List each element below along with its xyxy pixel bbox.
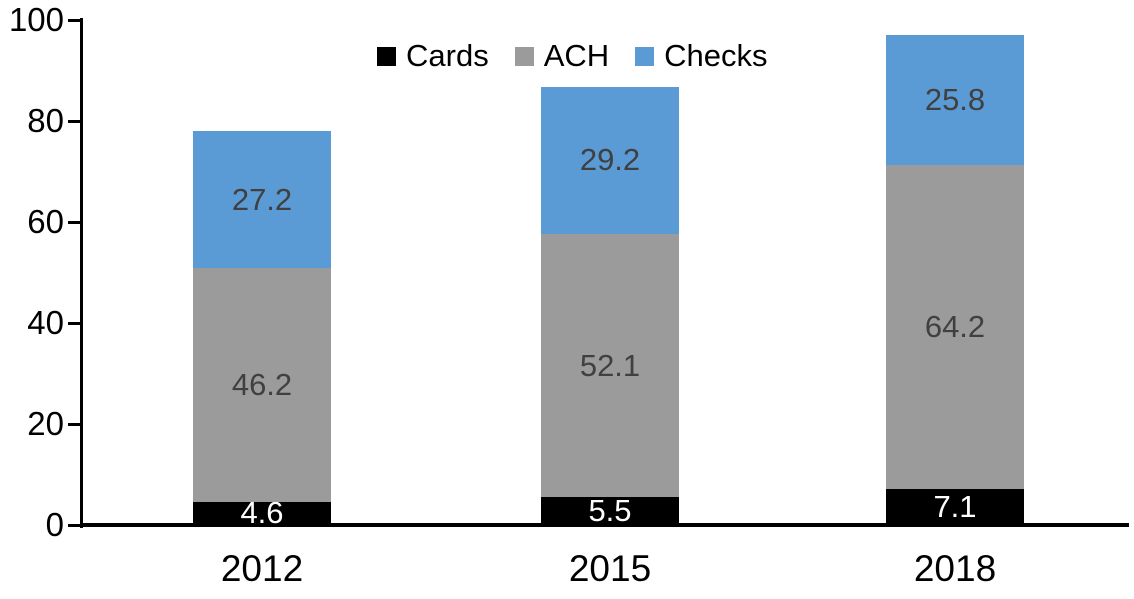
y-axis-tick bbox=[68, 221, 82, 224]
legend-item-checks: Checks bbox=[635, 38, 768, 74]
bar-segment-ach-2018 bbox=[886, 164, 1024, 490]
x-axis-line bbox=[80, 523, 1129, 527]
bar-segment-ach-2015 bbox=[541, 234, 679, 498]
segment-value-label: 29.2 bbox=[579, 142, 641, 178]
y-axis-tick-label: 80 bbox=[27, 102, 64, 139]
segment-value-label: 46.2 bbox=[231, 367, 293, 403]
segment-value-label: 5.5 bbox=[588, 493, 632, 529]
bar-segment-cards-2018 bbox=[886, 489, 1024, 525]
bar-segment-checks-2015 bbox=[541, 86, 679, 235]
legend-label: Cards bbox=[406, 38, 489, 73]
legend-swatch-icon bbox=[377, 46, 396, 66]
x-axis-label-2012: 2012 bbox=[220, 548, 304, 589]
bar-segment-ach-2012 bbox=[193, 268, 331, 502]
legend-label: ACH bbox=[543, 38, 610, 73]
y-axis-tick bbox=[68, 423, 82, 426]
y-axis-tick-label: 0 bbox=[45, 506, 64, 543]
y-axis-line bbox=[80, 18, 83, 528]
segment-value-label: 27.2 bbox=[231, 181, 293, 217]
segment-value-label: 25.8 bbox=[924, 81, 986, 117]
y-axis-tick bbox=[68, 19, 82, 22]
segment-value-label: 7.1 bbox=[933, 489, 977, 525]
bar-segment-cards-2015 bbox=[541, 497, 679, 525]
bar-segment-checks-2012 bbox=[193, 131, 331, 269]
legend: Cards ACH Checks bbox=[377, 38, 768, 74]
y-axis-tick-label: 20 bbox=[27, 405, 64, 442]
legend-label: Checks bbox=[664, 38, 768, 73]
x-axis-label-2015: 2015 bbox=[568, 548, 652, 589]
legend-swatch-icon bbox=[514, 46, 534, 66]
segment-value-label: 64.2 bbox=[924, 309, 986, 345]
bar-segment-checks-2018 bbox=[886, 34, 1024, 165]
legend-swatch-icon bbox=[635, 46, 655, 66]
bar-segment-cards-2012 bbox=[193, 501, 331, 525]
legend-item-ach: ACH bbox=[514, 38, 610, 74]
legend-item-cards: Cards bbox=[377, 38, 489, 74]
y-axis-tick bbox=[68, 120, 82, 123]
y-axis-tick-label: 40 bbox=[27, 304, 64, 341]
x-axis-label-2018: 2018 bbox=[913, 548, 997, 589]
y-axis-tick-label: 100 bbox=[8, 1, 64, 38]
y-axis-tick-label: 60 bbox=[27, 203, 64, 240]
y-axis-tick bbox=[68, 524, 82, 527]
y-axis-tick bbox=[68, 322, 82, 325]
segment-value-label: 52.1 bbox=[579, 347, 641, 383]
